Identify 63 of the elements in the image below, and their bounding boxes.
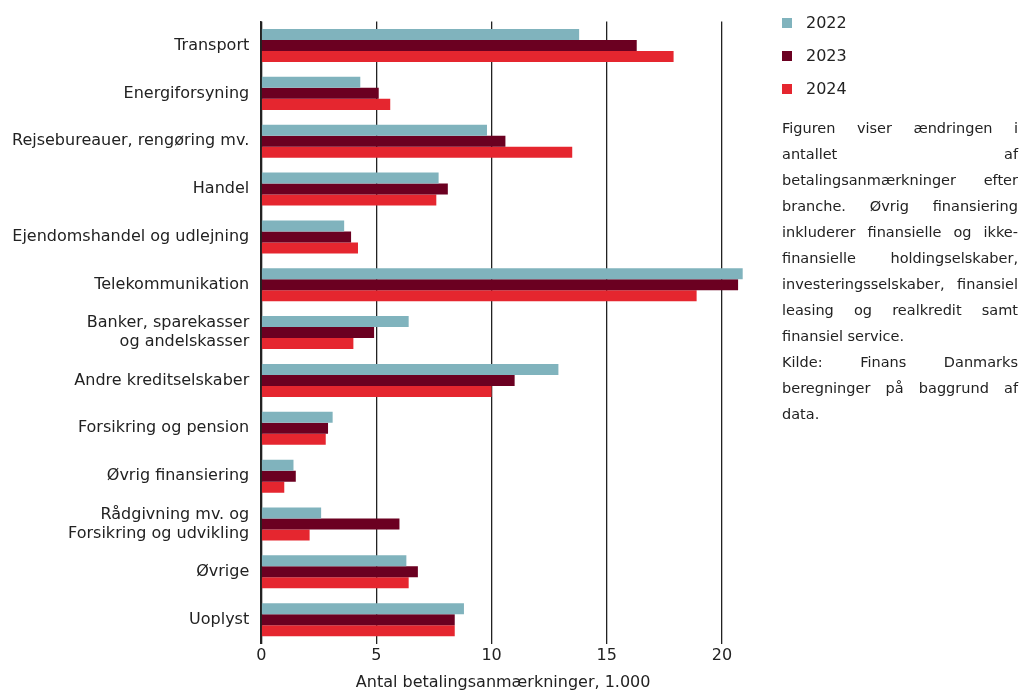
bar — [261, 338, 354, 350]
bar — [261, 76, 361, 88]
y-tick-label: Rejsebureauer, rengøring mv. — [12, 130, 250, 150]
x-tick-label: 10 — [481, 645, 502, 665]
x-tick-label: 20 — [711, 645, 733, 665]
bar — [261, 507, 322, 519]
bar — [261, 385, 492, 397]
x-axis-title: Antal betalingsanmærkninger, 1.000 — [355, 671, 651, 691]
bar — [261, 555, 407, 567]
bar — [261, 146, 573, 158]
bar — [261, 87, 379, 99]
bar — [261, 411, 333, 423]
bar — [261, 363, 559, 375]
bar — [261, 98, 391, 110]
bar — [261, 433, 326, 445]
y-tick-label: Energiforsyning — [123, 82, 250, 102]
bar — [261, 51, 674, 63]
bar — [261, 124, 487, 136]
bar — [261, 577, 409, 589]
x-tick-label: 0 — [256, 645, 267, 665]
x-tick-label: 15 — [596, 645, 617, 665]
y-tick-label: Banker, sparekasser og andelskasser — [86, 312, 250, 351]
legend-label: 2023 — [806, 46, 847, 65]
y-tick-label: Rådgivning mv. og Forsikring og udvikling — [68, 503, 250, 542]
y-tick-label: Øvrig finansiering — [106, 465, 250, 485]
legend-label: 2024 — [806, 79, 847, 98]
y-tick-label: Telekommunikation — [93, 273, 250, 293]
bar — [261, 481, 285, 493]
bar — [261, 459, 294, 471]
bar — [261, 242, 358, 254]
bar — [261, 529, 310, 541]
bar — [261, 327, 375, 339]
bar — [261, 625, 455, 637]
bar — [261, 316, 409, 328]
bar — [261, 194, 437, 206]
bar — [261, 603, 464, 615]
bar — [261, 172, 439, 184]
y-tick-label: Andre kreditselskaber — [74, 369, 250, 389]
y-tick-label: Uoplyst — [189, 608, 250, 628]
bar — [261, 183, 448, 195]
bar — [261, 470, 296, 482]
y-tick-label: Øvrige — [196, 560, 250, 580]
bar — [261, 422, 329, 434]
bar — [261, 518, 400, 530]
bar — [261, 614, 455, 626]
bar — [261, 290, 697, 302]
y-tick-label: Ejendomshandel og udlejning — [12, 226, 250, 246]
bar — [261, 135, 506, 147]
text: Kilde: Finans Danmarks beregninger på baggrund af data. — [782, 353, 1018, 424]
bar — [261, 279, 739, 291]
legend-label: 2022 — [806, 13, 847, 32]
x-tick-label: 5 — [371, 645, 382, 665]
y-tick-label: Handel — [192, 178, 250, 198]
text: Figuren viser ændringen i antallet af betalingsanmærkninger efter branche. Øvrig finansiering inkluderer finansielle og ikke-finansielle holdingselskaber, investeringsselskaber, finansiel leasing og realkredit samt finansiel service. — [782, 120, 1018, 344]
bar — [261, 268, 743, 280]
bar — [261, 40, 637, 52]
bar — [261, 29, 580, 41]
y-tick-label: Transport — [173, 34, 250, 54]
bar — [261, 566, 418, 578]
bar — [261, 231, 352, 243]
bar — [261, 374, 515, 386]
bar — [261, 220, 345, 232]
y-tick-label: Forsikring og pension — [77, 417, 250, 437]
